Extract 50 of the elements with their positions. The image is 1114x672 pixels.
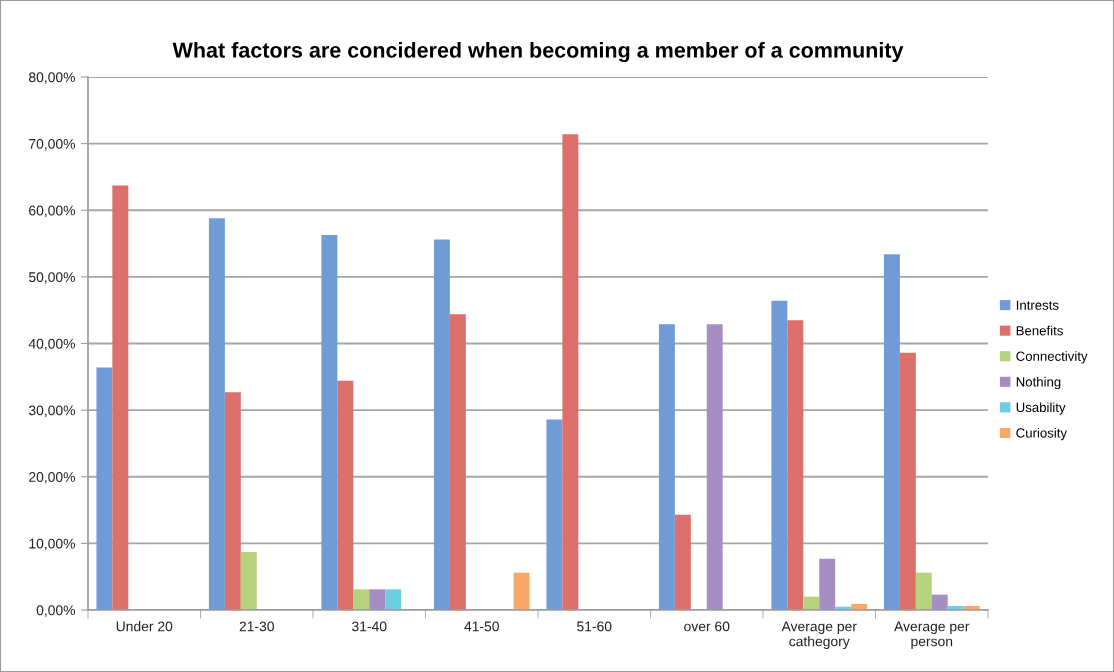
x-tick-label: 21-30 (239, 621, 274, 632)
legend-label: Nothing (1016, 376, 1061, 390)
y-tick-label: 60,00% (29, 205, 76, 218)
y-tick-label: 20,00% (29, 472, 76, 484)
bar (240, 552, 257, 610)
bar (208, 218, 225, 610)
bar (803, 596, 820, 610)
bar (819, 558, 836, 610)
bar (915, 572, 932, 610)
x-tick-label: over 60 (684, 621, 730, 632)
bar (787, 320, 804, 610)
x-tick-label: Average per person (894, 621, 970, 650)
bar (546, 419, 563, 610)
bar (321, 234, 338, 610)
bar (112, 185, 129, 610)
x-tick-label: 41-50 (464, 621, 499, 632)
bar (337, 380, 354, 610)
y-tick-label: 70,00% (29, 138, 76, 151)
bar (883, 254, 900, 610)
y-tick-label: 0,00% (36, 605, 76, 617)
legend-label: Benefits (1016, 325, 1063, 336)
legend-label: Usability (1016, 402, 1066, 415)
bar (449, 314, 466, 610)
y-tick-label: 40,00% (28, 338, 76, 351)
x-tick-label: Under 20 (116, 621, 173, 632)
y-tick-label: 30,00% (28, 405, 76, 417)
x-tick-label: 51-60 (577, 621, 612, 632)
bar (771, 300, 788, 610)
legend-label: Connectivity (1016, 351, 1088, 364)
bar (96, 367, 113, 610)
bar (224, 392, 241, 610)
bar (433, 239, 450, 610)
x-tick-label: Average per cathegory (781, 621, 857, 650)
x-tick-label: 31-40 (352, 621, 387, 632)
bar (385, 589, 402, 610)
chart-title: What factors are concidered when becoming a member of a community (172, 41, 904, 63)
bar (658, 324, 675, 610)
bar (353, 589, 370, 610)
bar (562, 134, 579, 610)
bar (674, 514, 691, 610)
y-tick-label: 80,00% (29, 72, 76, 84)
bar (931, 594, 948, 610)
y-tick-label: 10,00% (29, 538, 76, 551)
legend-label: Curiosity (1016, 427, 1068, 441)
bar (706, 324, 723, 610)
legend-label: Intrests (1016, 300, 1059, 310)
bar (369, 589, 386, 610)
y-tick-label: 50,00% (28, 272, 76, 284)
bar (899, 352, 916, 610)
bar (513, 572, 530, 610)
